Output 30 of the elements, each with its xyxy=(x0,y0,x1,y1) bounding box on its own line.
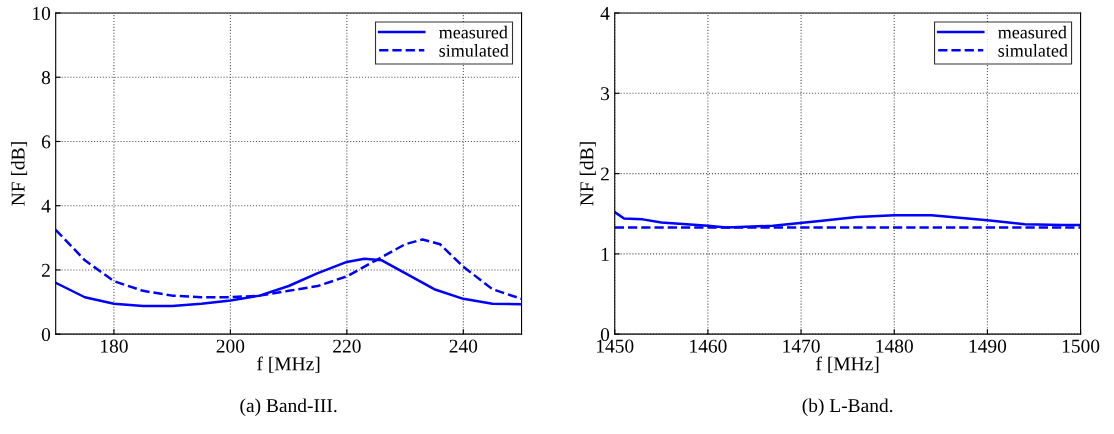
x-tick-label: 1480 xyxy=(876,339,913,353)
legend-label: simulated xyxy=(998,44,1068,57)
y-tick-label: 10 xyxy=(33,6,51,20)
y-axis-title: NF [dB] xyxy=(579,142,596,206)
x-tick-label: 1470 xyxy=(783,339,820,353)
y-axis-title: NF [dB] xyxy=(10,142,28,206)
x-axis-title: f [MHz] xyxy=(816,356,879,373)
y-tick-label: 2 xyxy=(601,167,609,181)
x-tick-label: 180 xyxy=(101,339,128,353)
x-axis-title: f [MHz] xyxy=(257,356,320,373)
x-tick-label: 200 xyxy=(216,339,245,353)
legend-label: simulated xyxy=(439,44,509,57)
text: (a) Band-III. xyxy=(240,398,337,417)
y-tick-label: 0 xyxy=(41,328,51,342)
text: (b) L-Band. xyxy=(802,398,893,417)
legend-label: measured xyxy=(998,25,1067,39)
y-tick-label: 6 xyxy=(41,135,51,149)
x-tick-label: 220 xyxy=(333,339,361,353)
y-tick-label: 4 xyxy=(600,6,610,20)
y-tick-label: 8 xyxy=(41,71,51,85)
x-tick-label: 1490 xyxy=(969,339,1007,353)
x-tick-label: 1460 xyxy=(690,339,727,353)
x-tick-label: 1500 xyxy=(1062,339,1100,353)
y-tick-label: 1 xyxy=(601,247,609,261)
y-tick-label: 4 xyxy=(41,199,51,213)
y-tick-label: 2 xyxy=(41,263,50,277)
x-tick-label: 240 xyxy=(449,339,478,353)
y-tick-label: 3 xyxy=(601,87,610,101)
legend-label: measured xyxy=(439,25,508,39)
x-tick-label: 1450 xyxy=(596,339,634,353)
